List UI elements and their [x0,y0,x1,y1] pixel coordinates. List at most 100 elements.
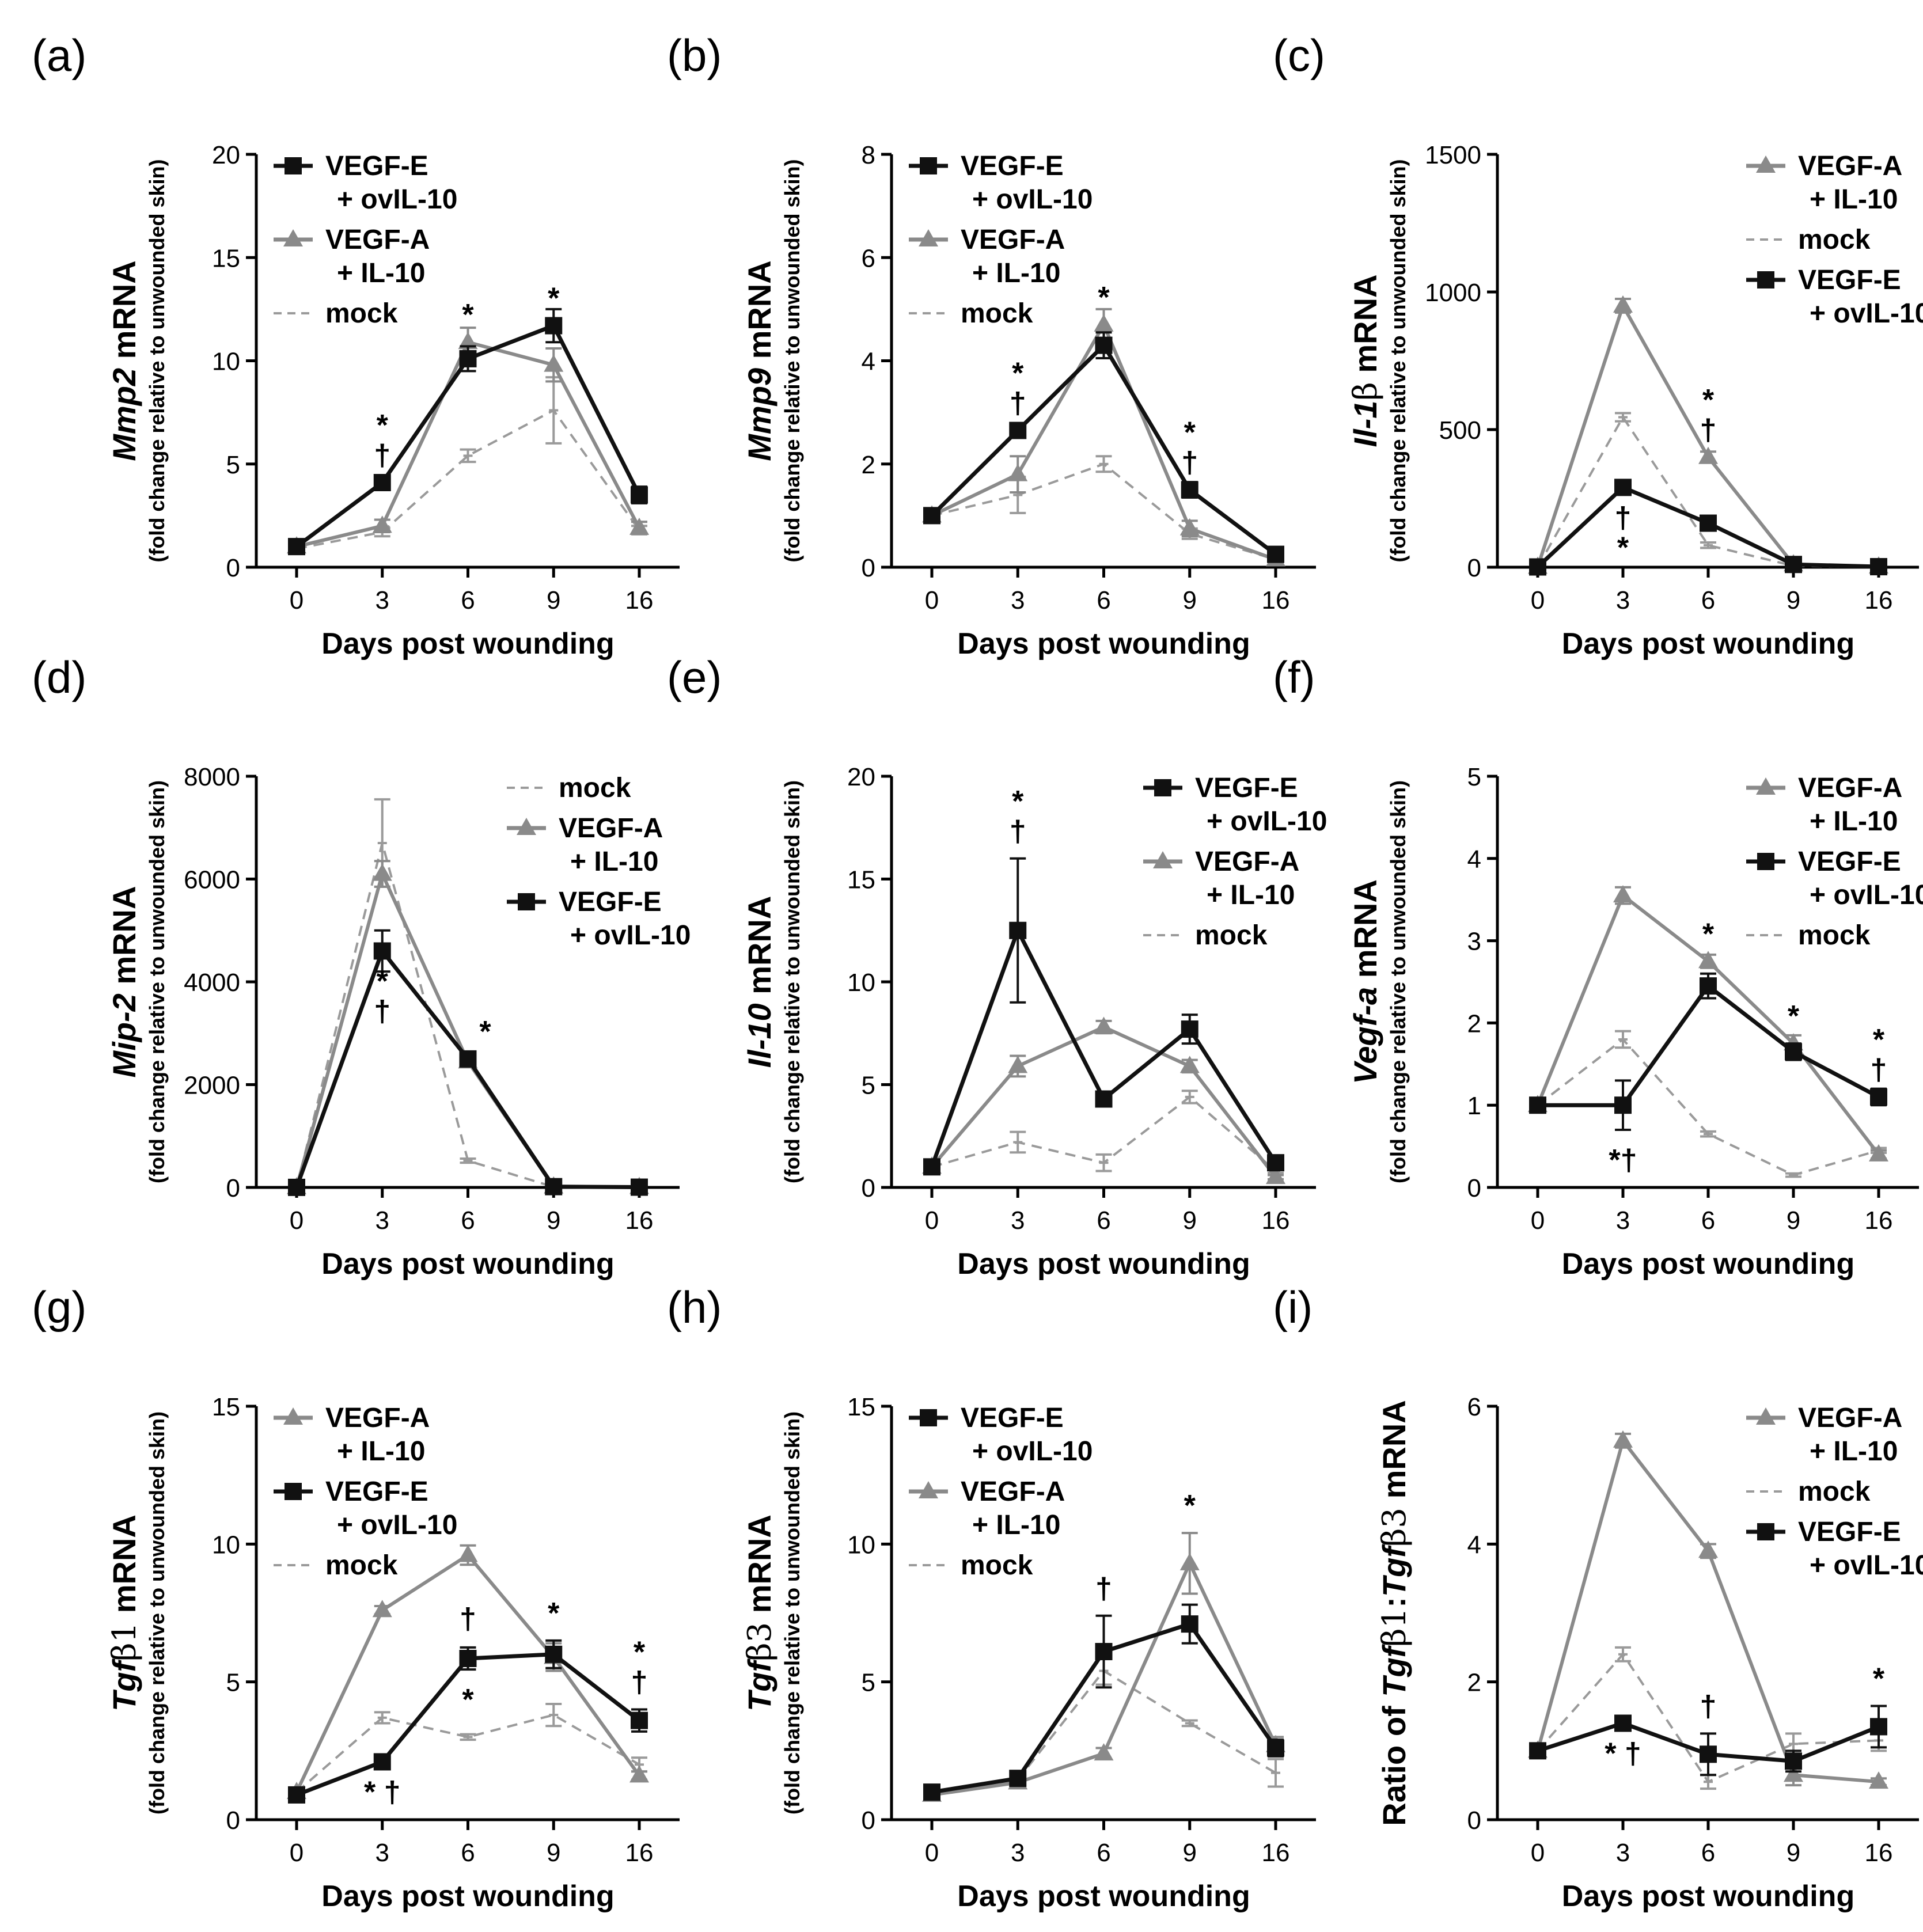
series-vegf_e [923,857,1284,1176]
data-point-square [1181,481,1198,499]
series-line-vegf_e [294,948,640,1190]
significance-annotation: * [548,282,560,316]
y-label-greek: β1 [106,1622,143,1661]
data-point-square [1009,921,1027,939]
significance-annotation: * [479,1015,491,1049]
legend-label-line2: + ovIL-10 [1207,806,1327,837]
y-tick-label: 10 [212,348,240,376]
x-tick-label: 0 [1531,1206,1545,1235]
significance-annotation: * [462,298,474,332]
data-point-square [545,317,563,335]
significance-mark: † [1181,446,1198,480]
data-point-triangle [544,354,564,372]
data-point-square [631,1178,648,1196]
y-tick-label: 5 [1467,763,1481,791]
panel-letter: (h) [667,1282,722,1333]
legend-label: VEGF-E [961,1403,1064,1433]
x-tick-label: 9 [1787,586,1800,614]
x-tick-label: 6 [1701,1839,1715,1867]
significance-mark: * [1184,416,1196,450]
legend-entry-mock: mock [1746,920,1871,951]
legend-label: VEGF-E [325,1476,428,1507]
legend-entry-vegf_e: VEGF-E+ ovIL-10 [1746,265,1923,329]
legend-entry-vegf_a: VEGF-A+ IL-10 [1746,1403,1902,1467]
significance-annotation: *† [1010,785,1026,848]
legend-marker [920,157,937,174]
series-vegf_e [923,331,1284,563]
legend-marker [1153,851,1173,868]
legend-label: mock [325,1550,398,1581]
y-label-gene2: Tgf [1376,1544,1412,1597]
data-point-triangle [1179,1056,1200,1073]
panel-d: (d) 0 2000 4000 6000 8000 0 3 6 9 16 Days post woun… [32,652,691,1281]
y-tick-label: 15 [212,244,240,272]
x-tick-label: 3 [1616,1839,1630,1867]
legend-entry-mock: mock [274,1550,398,1581]
legend-entry-mock: mock [507,773,631,803]
y-axis-label: Mmp9 mRNA [741,260,777,461]
y-tick-label: 8 [862,141,875,169]
y-label-greek: β [1347,382,1385,400]
legend-label-line2: + ovIL-10 [1810,880,1923,910]
y-label-separator: : [1376,1597,1412,1608]
data-point-square [1870,558,1887,576]
data-point-square [1785,1043,1802,1061]
y-label-suffix: mRNA [741,1515,777,1622]
x-tick-label: 9 [1787,1206,1800,1235]
legend-label-line2: + IL-10 [972,258,1060,289]
x-tick-label: 9 [1183,1839,1197,1867]
x-tick-label: 6 [1701,1206,1715,1235]
legend-entry-mock: mock [909,298,1033,329]
series-line-mock [931,1669,1276,1796]
y-label-gene: Il-1 [1347,401,1383,447]
y-tick-label: 10 [847,969,875,997]
y-tick-label: 4 [862,348,875,376]
significance-annotation: * [1702,917,1715,951]
x-tick-label: 3 [1011,1839,1025,1867]
y-tick-label: 2 [1467,1009,1481,1038]
legend-label-line2: + ovIL-10 [570,920,691,951]
y-tick-label: 2000 [184,1072,240,1100]
legend-label: mock [961,298,1033,329]
data-point-triangle [1094,1743,1114,1761]
series-vegf_e [923,1603,1284,1801]
data-point-square [373,942,391,960]
data-point-square [1870,1718,1887,1736]
x-tick-label: 6 [461,1206,475,1235]
data-point-square [1181,1615,1198,1633]
y-tick-label: 1500 [1425,141,1481,169]
x-tick-label: 0 [290,586,304,614]
legend-label: VEGF-E [559,887,662,917]
legend-label-line2: + ovIL-10 [1810,298,1923,329]
legend-entry-vegf_a: VEGF-A+ IL-10 [1746,773,1902,837]
significance-mark: * † [1605,1737,1641,1770]
y-axis-label: Il-1β mRNA [1347,275,1385,447]
significance-mark: * [1098,281,1110,314]
data-point-square [1785,556,1802,574]
x-tick-label: 0 [1531,586,1545,614]
data-point-triangle [1698,1540,1718,1558]
panel-c: (c) 0 500 1000 1500 0 3 6 9 16 Days post wounding I… [1273,30,1923,661]
x-axis-label: Days post wounding [957,1880,1250,1913]
data-point-square [459,350,477,367]
x-tick-label: 0 [925,586,939,614]
y-tick-label: 0 [862,554,875,582]
significance-mark: * [1702,384,1715,417]
significance-annotation: * [1788,1000,1800,1033]
x-axis-label: Days post wounding [1562,1880,1854,1913]
significance-mark: * [377,965,389,998]
y-tick-label: 5 [862,1072,875,1100]
legend-label: VEGF-E [1798,847,1901,877]
significance-mark: † [631,1666,648,1699]
y-axis-sublabel: (fold change relative to unwounded skin) [145,780,169,1183]
significance-annotation: * [462,1683,474,1717]
data-point-square [923,1158,940,1176]
y-axis-label: Tgfβ3 mRNA [741,1515,779,1711]
significance-mark: † [1010,815,1026,848]
legend-label-line2: + IL-10 [1207,880,1295,910]
significance-mark: † [1615,501,1632,534]
x-tick-label: 9 [547,1839,560,1867]
data-point-triangle [1698,951,1718,969]
data-point-triangle [1869,1771,1888,1789]
legend-entry-mock: mock [1746,1476,1871,1507]
